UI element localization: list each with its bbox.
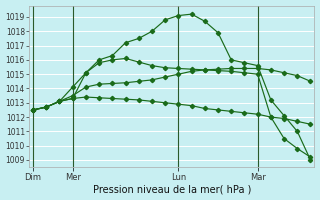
X-axis label: Pression niveau de la mer( hPa ): Pression niveau de la mer( hPa ) [92,184,251,194]
